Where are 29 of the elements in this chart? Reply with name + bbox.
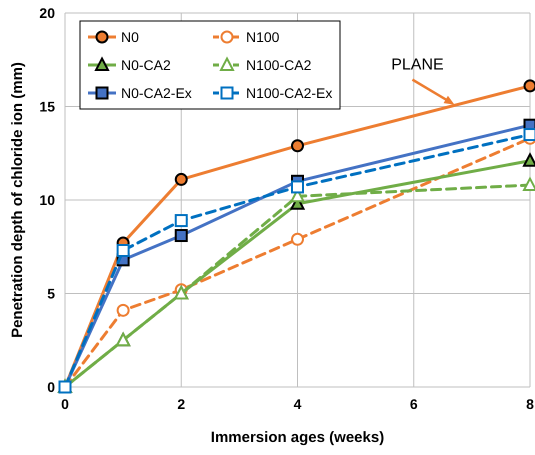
point [524,128,535,142]
x-tick-label: 8 [526,396,534,412]
legend-label: N100-CA2 [246,57,312,73]
point [174,172,188,186]
x-tick-label: 6 [410,396,418,412]
legend-label: N0 [121,29,140,45]
annotation: PLANE [391,56,444,74]
point [291,139,304,152]
x-tick-label: 2 [177,396,186,412]
x-tick-label: 0 [61,396,70,412]
legend-label: N100 [246,29,280,45]
point [116,304,130,317]
y-axis-title: Penetration depth of chloride ion (mm) [9,62,26,338]
point [291,180,304,194]
x-tick-label: 4 [294,396,302,412]
y-tick-label: 0 [47,379,56,395]
y-tick-label: 5 [47,286,56,302]
point [174,214,188,228]
point [291,232,304,246]
y-tick-label: 20 [39,5,56,21]
point [174,229,188,242]
point [116,244,130,257]
legend-label: N0-CA2-Ex [121,85,192,101]
y-tick-label: 10 [39,192,56,208]
x-axis-title: Immersion ages (weeks) [210,429,384,446]
legend-label: N100-CA2-Ex [246,85,332,101]
y-tick-label: 15 [39,98,56,114]
legend-label: N0-CA2 [121,57,172,73]
point [523,153,535,167]
